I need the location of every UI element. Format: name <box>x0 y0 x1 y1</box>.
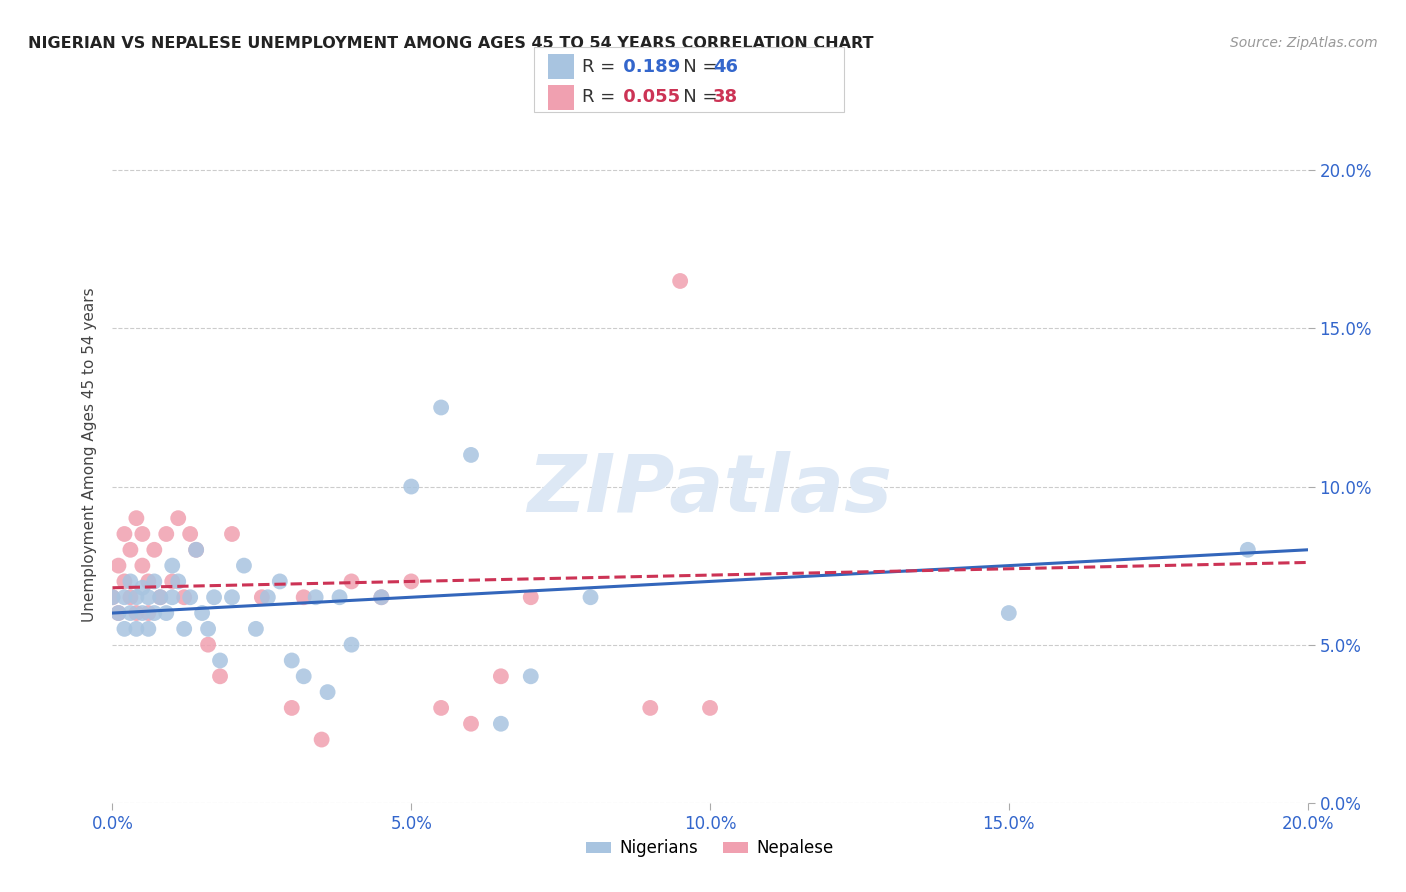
Point <box>107 606 129 620</box>
Point <box>401 479 423 493</box>
Point <box>197 638 219 652</box>
Point <box>233 558 256 573</box>
Text: ZIPatlas: ZIPatlas <box>527 450 893 529</box>
Point <box>245 622 267 636</box>
Point <box>143 574 166 589</box>
Point <box>305 591 328 605</box>
Point <box>125 511 148 525</box>
Point <box>257 591 280 605</box>
Text: N =: N = <box>666 88 724 106</box>
Text: 46: 46 <box>713 58 738 76</box>
Text: R =: R = <box>582 58 621 76</box>
Point <box>209 653 232 667</box>
Point <box>173 622 195 636</box>
Point <box>370 591 392 605</box>
Text: 0.189: 0.189 <box>617 58 681 76</box>
Point <box>114 591 135 605</box>
Point <box>489 716 512 731</box>
Point <box>1237 542 1260 557</box>
Text: 0.055: 0.055 <box>617 88 681 106</box>
Point <box>460 448 482 462</box>
Point <box>998 606 1021 620</box>
Point <box>250 591 273 605</box>
Point <box>329 591 352 605</box>
Point <box>101 591 124 605</box>
Text: 38: 38 <box>713 88 738 106</box>
Point <box>138 606 160 620</box>
Point <box>460 716 482 731</box>
Point <box>138 591 160 605</box>
Point <box>370 591 392 605</box>
Point <box>131 606 153 620</box>
Point <box>269 574 291 589</box>
Point <box>114 574 135 589</box>
Point <box>173 591 195 605</box>
Point <box>186 542 208 557</box>
Point <box>340 638 363 652</box>
Point <box>138 574 160 589</box>
Point <box>316 685 339 699</box>
Point <box>120 574 142 589</box>
Point <box>120 542 142 557</box>
Text: N =: N = <box>666 58 724 76</box>
Point <box>401 574 423 589</box>
Text: Source: ZipAtlas.com: Source: ZipAtlas.com <box>1230 36 1378 50</box>
Point <box>520 669 543 683</box>
Point <box>155 606 177 620</box>
Point <box>699 701 721 715</box>
Point <box>114 622 135 636</box>
Point <box>186 542 208 557</box>
Point <box>149 591 172 605</box>
Text: NIGERIAN VS NEPALESE UNEMPLOYMENT AMONG AGES 45 TO 54 YEARS CORRELATION CHART: NIGERIAN VS NEPALESE UNEMPLOYMENT AMONG … <box>28 36 873 51</box>
Point <box>221 527 243 541</box>
Point <box>579 591 602 605</box>
Text: R =: R = <box>582 88 621 106</box>
Point <box>125 622 148 636</box>
Point <box>520 591 543 605</box>
Point <box>281 653 304 667</box>
Point <box>340 574 363 589</box>
Point <box>167 574 190 589</box>
Point <box>120 591 142 605</box>
Point <box>107 558 129 573</box>
Legend: Nigerians, Nepalese: Nigerians, Nepalese <box>579 833 841 864</box>
Point <box>221 591 243 605</box>
Point <box>292 669 315 683</box>
Point <box>143 542 166 557</box>
Point <box>114 527 135 541</box>
Point <box>131 558 153 573</box>
Point <box>162 558 183 573</box>
Point <box>131 581 153 595</box>
Point <box>209 669 232 683</box>
Point <box>131 527 153 541</box>
Point <box>138 622 160 636</box>
Point <box>311 732 333 747</box>
Point <box>125 606 148 620</box>
Point <box>162 591 183 605</box>
Point <box>120 606 142 620</box>
Point <box>179 591 201 605</box>
Point <box>125 591 148 605</box>
Point <box>101 591 124 605</box>
Y-axis label: Unemployment Among Ages 45 to 54 years: Unemployment Among Ages 45 to 54 years <box>82 287 97 623</box>
Point <box>179 527 201 541</box>
Point <box>202 591 225 605</box>
Point <box>191 606 214 620</box>
Point <box>430 401 453 415</box>
Point <box>669 274 692 288</box>
Point <box>640 701 662 715</box>
Point <box>292 591 315 605</box>
Point <box>143 606 166 620</box>
Point <box>489 669 512 683</box>
Point <box>149 591 172 605</box>
Point <box>162 574 183 589</box>
Point <box>430 701 453 715</box>
Point <box>197 622 219 636</box>
Point <box>155 527 177 541</box>
Point <box>167 511 190 525</box>
Point <box>107 606 129 620</box>
Point <box>281 701 304 715</box>
